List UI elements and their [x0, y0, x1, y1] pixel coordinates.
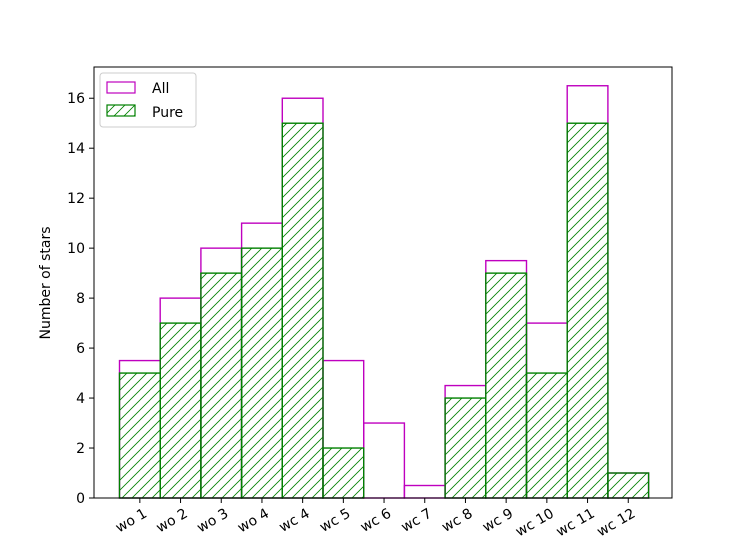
bar-pure-wc-4 [281, 122, 324, 499]
bar-all-wc-6 [363, 422, 406, 499]
x-tick-label: wo 2 [154, 506, 191, 537]
x-tick-label: wc 11 [554, 506, 598, 541]
bar-pure-wc-10 [525, 372, 568, 499]
x-tick-label: wc 5 [317, 506, 353, 536]
y-tick-label: 4 [76, 391, 85, 407]
bar-pure-wo-3 [200, 272, 243, 499]
bar-pure-wc-8 [444, 397, 487, 499]
y-tick-label: 14 [67, 141, 85, 157]
bar-pure-wc-11 [566, 122, 609, 499]
bars-pure-series [118, 122, 650, 499]
y-tick-label: 2 [76, 441, 85, 457]
y-tick-label: 0 [76, 491, 85, 507]
bar-pure-wo-1 [118, 372, 161, 499]
x-tick-label: wc 4 [276, 506, 312, 536]
y-tick-label: 8 [76, 291, 85, 307]
legend-swatch-pure [106, 104, 136, 117]
x-tick-label: wc 12 [594, 506, 638, 541]
legend-label-all: All [152, 81, 169, 97]
x-tick-label: wo 1 [113, 506, 150, 537]
bar-pure-wo-2 [159, 322, 202, 499]
x-tick-label: wo 3 [194, 506, 231, 537]
legend: All Pure [99, 72, 197, 128]
y-tick-label: 12 [67, 191, 85, 207]
x-tick-label: wc 6 [358, 506, 394, 536]
y-tick-label: 10 [67, 241, 85, 257]
x-tick-label: wc 8 [439, 506, 475, 536]
bar-all-wc-7 [403, 484, 446, 499]
x-tick-label: wc 9 [480, 506, 516, 536]
y-axis-label: Number of stars [38, 226, 54, 339]
x-tick-label: wo 4 [235, 506, 272, 537]
legend-label-pure: Pure [152, 105, 183, 121]
x-tick-label: wc 10 [513, 506, 557, 541]
x-tick-label: wc 7 [399, 506, 435, 536]
plot-frame [93, 66, 673, 499]
bar-pure-wc-12 [607, 472, 650, 499]
legend-swatch-all [106, 81, 136, 94]
bar-pure-wc-9 [485, 272, 528, 499]
y-tick-label: 6 [76, 341, 85, 357]
bar-pure-wo-4 [240, 247, 284, 499]
y-tick-label: 16 [67, 91, 85, 107]
bar-pure-wc-5 [322, 447, 365, 499]
